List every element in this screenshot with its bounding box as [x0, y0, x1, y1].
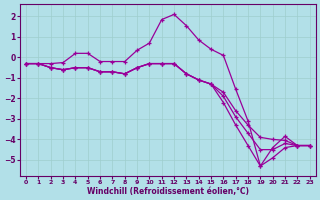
X-axis label: Windchill (Refroidissement éolien,°C): Windchill (Refroidissement éolien,°C) [87, 187, 249, 196]
